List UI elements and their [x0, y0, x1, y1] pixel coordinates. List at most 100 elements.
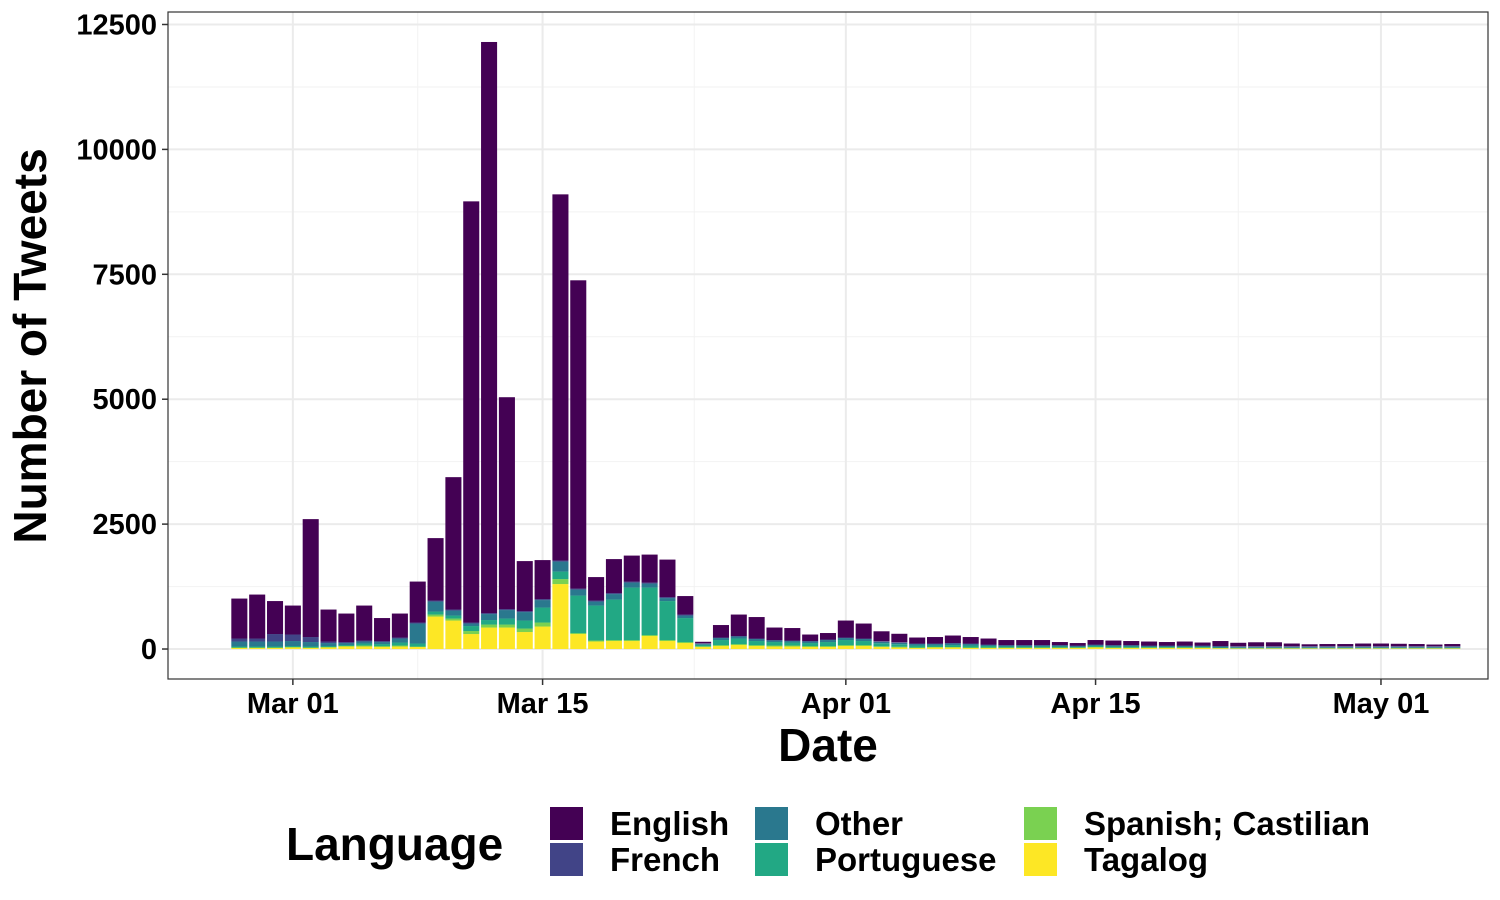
bar-segment: [356, 641, 373, 644]
bar-segment: [980, 646, 997, 648]
bar-segment: [1230, 648, 1247, 650]
bar-segment: [1123, 648, 1140, 650]
bar-segment: [1087, 647, 1104, 648]
bar-segment: [730, 614, 747, 637]
x-axis-title: Date: [778, 719, 878, 771]
bar-segment: [641, 636, 658, 650]
bar-segment: [338, 642, 355, 644]
bar-segment: [1141, 647, 1158, 648]
x-tick-label: Mar 15: [497, 688, 589, 720]
bar-segment: [231, 646, 248, 648]
bar-segment: [356, 643, 373, 646]
bar-segment: [605, 559, 622, 594]
bar-segment: [677, 643, 694, 650]
bar-segment: [570, 633, 587, 635]
bar-segment: [819, 642, 837, 647]
bar-segment: [1301, 647, 1318, 649]
bar-segment: [1051, 648, 1068, 650]
bar-segment: [338, 643, 355, 646]
bar-segment: [748, 638, 765, 640]
bar-segment: [766, 645, 783, 647]
bar-segment: [1123, 645, 1140, 646]
bar-segment: [409, 622, 426, 624]
bar-segment: [249, 648, 266, 650]
bar-segment: [1194, 647, 1211, 649]
bar-segment: [1337, 646, 1354, 647]
bar-segment: [712, 637, 729, 639]
bar-segment: [231, 638, 248, 642]
legend-key: [550, 807, 583, 840]
bar-segment: [1194, 645, 1211, 647]
bar-segment: [284, 647, 301, 650]
bar-segment: [998, 646, 1015, 648]
bar-segment: [320, 609, 337, 642]
bar-segment: [231, 648, 248, 650]
x-tick-label: May 01: [1333, 688, 1430, 720]
bar-segment: [605, 593, 622, 595]
bar-segment: [445, 615, 462, 619]
bar-segment: [855, 639, 872, 642]
bar-segment: [659, 641, 676, 650]
bar-segment: [356, 640, 373, 642]
bars: [231, 41, 1461, 650]
bar-segment: [391, 637, 408, 639]
bar-segment: [320, 646, 337, 648]
bar-segment: [374, 642, 391, 645]
legend-key: [1024, 843, 1057, 876]
bar-segment: [427, 600, 444, 602]
bar-segment: [909, 637, 926, 644]
bar-segment: [677, 618, 694, 643]
bar-segment: [873, 631, 890, 642]
bar-segment: [249, 638, 266, 642]
bar-segment: [1408, 646, 1425, 648]
bar-segment: [320, 647, 337, 648]
bar-segment: [802, 647, 819, 650]
bar-segment: [1265, 642, 1282, 647]
bar-segment: [445, 618, 462, 621]
bar-segment: [998, 648, 1015, 650]
bar-segment: [1283, 648, 1300, 650]
bar-segment: [1141, 645, 1158, 647]
bar-segment: [909, 643, 926, 645]
bar-segment: [231, 647, 248, 649]
bar-segment: [712, 638, 729, 641]
y-axis-title: Number of Tweets: [4, 148, 56, 543]
bar-segment: [962, 644, 979, 646]
bar-segment: [695, 644, 712, 647]
bar-segment: [1372, 648, 1389, 650]
bar-segment: [1016, 648, 1033, 650]
bar-segment: [1390, 643, 1407, 647]
bar-segment: [1319, 644, 1336, 647]
bar-segment: [1158, 648, 1175, 650]
bar-segment: [302, 648, 319, 650]
bar-segment: [659, 559, 676, 598]
bar-segment: [409, 646, 426, 648]
bar-segment: [927, 637, 944, 644]
x-tick-label: Mar 01: [247, 688, 339, 720]
bar-segment: [284, 634, 301, 642]
legend-label: Other: [815, 805, 903, 842]
bar-segment: [1087, 647, 1104, 650]
bar-segment: [570, 588, 587, 590]
bar-segment: [534, 599, 551, 601]
bar-segment: [1390, 646, 1407, 647]
legend-key: [755, 843, 788, 876]
bar-segment: [1283, 646, 1300, 647]
bar-segment: [552, 579, 569, 585]
bar-segment: [481, 41, 498, 614]
bar-segment: [267, 646, 284, 648]
legend-label: Tagalog: [1084, 841, 1208, 878]
bar-segment: [1034, 646, 1051, 648]
bar-segment: [588, 640, 605, 642]
bar-segment: [284, 605, 301, 635]
bar-segment: [784, 646, 801, 650]
bar-segment: [320, 643, 337, 647]
bar-segment: [623, 640, 640, 642]
bar-segment: [802, 634, 819, 642]
bar-segment: [623, 587, 640, 641]
bar-segment: [302, 642, 319, 647]
bar-segment: [1372, 647, 1389, 649]
bar-segment: [249, 594, 266, 639]
